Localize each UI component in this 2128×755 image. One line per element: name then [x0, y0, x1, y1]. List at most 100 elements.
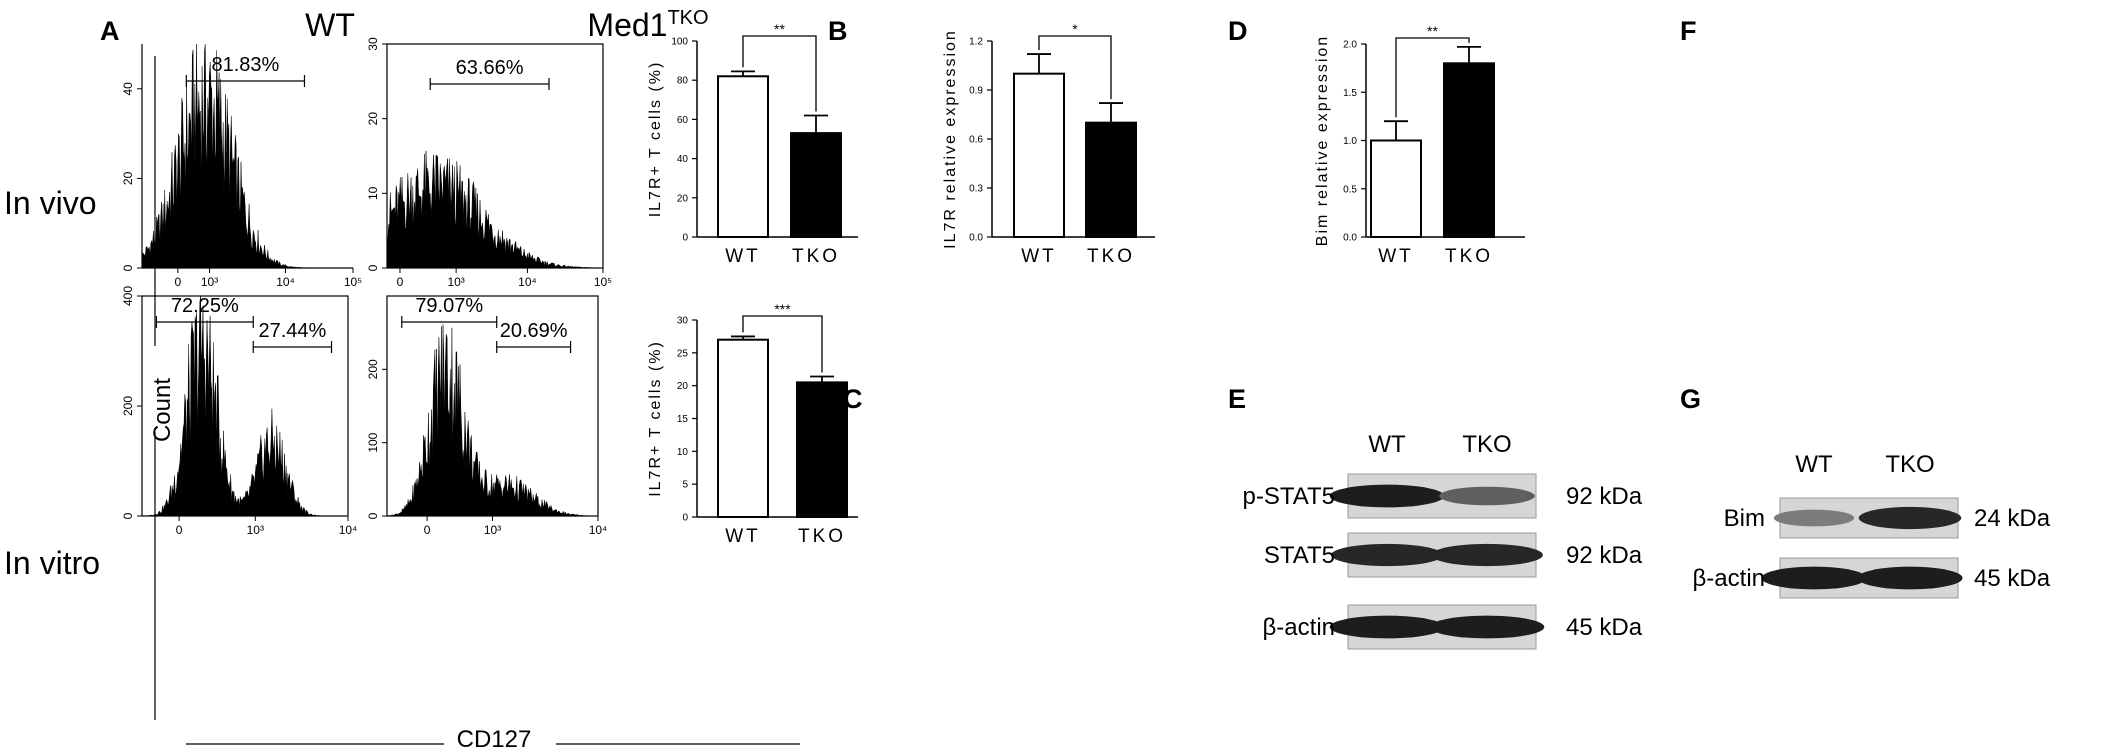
histogram-A-vivo-wt: 0 20 40 0 10³ 10⁴ 10⁵ 81.83% [121, 43, 362, 289]
bar-y-axis-label: IL7R+ T cells (%) [647, 340, 664, 497]
header-wt: WT [305, 7, 355, 43]
header-med1-sup: TKO [667, 7, 708, 29]
blot-band [1329, 484, 1445, 508]
bar-chart-F: 0.0 0.5 1.0 1.5 2.0 WT TKO ** Bim relative expre… [1314, 23, 1525, 267]
bar-y-tick-label: 0.0 [1343, 233, 1357, 244]
y-tick-label: 0 [366, 264, 380, 271]
bar-y-tick-label: 2.0 [1343, 40, 1357, 51]
x-tick-label: 10⁴ [589, 523, 608, 537]
x-tick-label: 10⁵ [344, 275, 362, 289]
axis-label-count: Count [149, 378, 176, 442]
blot-size-label: 45 kDa [1566, 614, 1643, 641]
y-tick-label: 100 [366, 432, 380, 452]
bar-y-tick-label: 60 [677, 115, 689, 126]
bar-y-tick-label: 30 [677, 316, 689, 327]
bar-category-label: WT [725, 526, 761, 547]
bar-y-tick-label: 20 [677, 381, 689, 392]
bar-chart-C: 0 5 10 15 20 25 30 WT TKO *** IL7R+ T cells (%) [647, 301, 858, 547]
histogram-area [386, 324, 599, 517]
x-tick-label: 10⁴ [339, 523, 358, 537]
blot-lane-label: TKO [1885, 451, 1934, 478]
gate-percentage: 72.25% [171, 295, 239, 317]
y-tick-label: 400 [121, 286, 135, 306]
gate-percentage: 27.44% [258, 320, 326, 342]
bar-wt [1370, 139, 1422, 238]
significance-bracket [1395, 37, 1470, 118]
y-tick-label: 0 [121, 512, 135, 519]
significance-stars: * [1072, 21, 1078, 37]
y-tick-label: 20 [121, 171, 135, 185]
panel-letter-e: E [1228, 384, 1246, 414]
bar-category-label: WT [1021, 246, 1057, 267]
bar-category-label: TKO [1087, 246, 1135, 267]
gate-percentage: 79.07% [415, 295, 483, 317]
blot-band [1331, 543, 1443, 567]
western-blot-E: WT TKO p-STAT5 92 kDa STAT5 92 kDa β-actin 45 k… [1243, 431, 1643, 650]
bar-chart-B: 0 20 40 60 80 100 WT TKO ** IL7R+ T cells (%) [647, 21, 858, 267]
blot-protein-label: p-STAT5 [1243, 483, 1335, 510]
blot-band [1439, 486, 1535, 506]
blot-band [1429, 615, 1545, 639]
histogram-A-vitro-wt: 0 200 400 0 10³ 10⁴ 72.25% 27.44% [121, 286, 357, 537]
bar-y-tick-label: 1.5 [1343, 88, 1357, 99]
blot-protein-label: Bim [1724, 505, 1765, 532]
bar-wt [717, 75, 769, 238]
blots-layer: WT TKO p-STAT5 92 kDa STAT5 92 kDa β-actin 45 k… [1243, 431, 2051, 650]
bar-y-tick-label: 25 [677, 348, 689, 359]
significance-bracket [742, 35, 817, 112]
bar-y-tick-label: 0.5 [1343, 184, 1357, 195]
blot-size-label: 24 kDa [1974, 505, 2051, 532]
panel-letter-a: A [100, 16, 120, 46]
bar-tko [1443, 62, 1495, 238]
bar-chart-D: 0.0 0.3 0.6 0.9 1.2 WT TKO * IL7R relative expre… [942, 21, 1155, 267]
western-blot-G: WT TKO Bim 24 kDa β-actin 45 kDa [1693, 451, 2051, 599]
bar-category-label: TKO [798, 526, 846, 547]
bar-category-label: WT [1378, 246, 1414, 267]
bar-y-axis-label: IL7R+ T cells (%) [647, 61, 664, 218]
x-tick-label: 10⁵ [594, 275, 612, 289]
bar-tko [796, 381, 848, 518]
histogram-area [386, 150, 604, 269]
header-med1-base: Med1 [587, 7, 667, 43]
blot-lane-label: WT [1795, 451, 1833, 478]
blot-size-label: 45 kDa [1974, 565, 2051, 592]
blot-band [1329, 615, 1445, 639]
histogram-area [141, 295, 348, 517]
panel-letter-b: B [828, 16, 848, 46]
bar-y-axis-label: IL7R relative expression [942, 29, 959, 249]
x-tick-label: 10³ [447, 275, 464, 289]
blot-band [1761, 566, 1867, 590]
significance-bracket [742, 315, 823, 373]
significance-stars: ** [1427, 23, 1438, 39]
bar-y-tick-label: 0.0 [969, 233, 983, 244]
blot-protein-label: β-actin [1693, 565, 1766, 592]
bar-y-axis-label: Bim relative expression [1314, 35, 1331, 246]
axis-label-cd127: CD127 [457, 726, 532, 753]
bar-category-label: TKO [792, 246, 840, 267]
blot-protein-label: β-actin [1263, 614, 1336, 641]
gate-percentage: 20.69% [500, 320, 568, 342]
x-tick-label: 10³ [247, 523, 264, 537]
x-tick-label: 10³ [484, 523, 501, 537]
panel-letter-d: D [1228, 16, 1248, 46]
x-tick-label: 10⁴ [276, 275, 295, 289]
row-label-in-vivo: In vivo [4, 185, 96, 221]
y-tick-label: 200 [366, 359, 380, 379]
bar-y-tick-label: 40 [677, 154, 689, 165]
x-tick-label: 0 [175, 275, 182, 289]
y-tick-label: 30 [366, 37, 380, 51]
bar-y-tick-label: 0.6 [969, 135, 983, 146]
blot-protein-label: STAT5 [1264, 542, 1335, 569]
x-tick-label: 10³ [201, 275, 218, 289]
x-tick-label: 0 [176, 523, 183, 537]
y-tick-label: 0 [366, 512, 380, 519]
bar-y-tick-label: 20 [677, 193, 689, 204]
x-tick-label: 0 [424, 523, 431, 537]
blot-lane-label: TKO [1462, 431, 1511, 458]
bar-y-tick-label: 0 [682, 513, 688, 524]
header-med1: Med1TKO [587, 7, 708, 43]
blot-size-label: 92 kDa [1566, 542, 1643, 569]
x-tick-label: 0 [397, 275, 404, 289]
blot-band [1857, 566, 1963, 590]
